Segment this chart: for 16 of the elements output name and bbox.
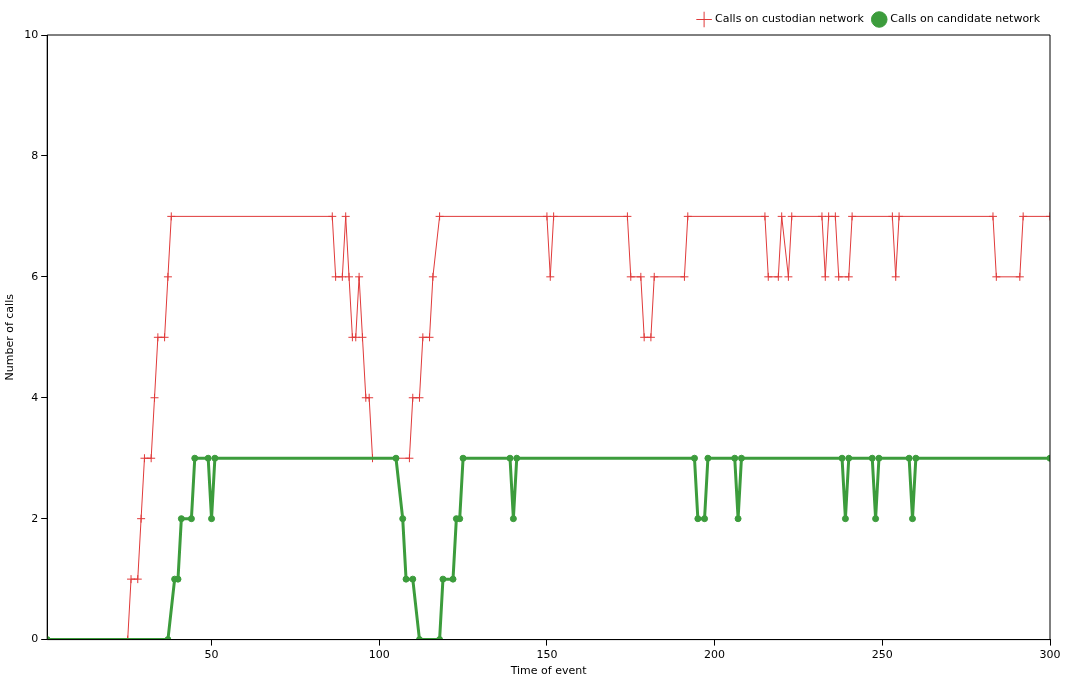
y-tick-label: 4	[31, 390, 39, 404]
y-tick-label: 8	[31, 148, 39, 162]
x-tick-label: 300	[1039, 648, 1061, 662]
y-tick-label: 6	[31, 269, 39, 283]
x-axis-title: Time of event	[509, 664, 588, 678]
y-tick-label: 2	[31, 511, 39, 525]
x-tick-label: 50	[204, 648, 219, 662]
x-tick-label: 150	[536, 648, 558, 662]
y-tick-label: 10	[24, 27, 39, 41]
legend-label: Calls on custodian network	[715, 12, 865, 26]
x-tick-label: 200	[704, 648, 726, 662]
y-axis-title: Number of calls	[3, 293, 17, 381]
x-tick-label: 100	[368, 648, 390, 662]
x-tick-label: 250	[871, 648, 893, 662]
legend-label: Calls on candidate network	[890, 12, 1041, 26]
y-tick-label: 0	[31, 632, 39, 646]
